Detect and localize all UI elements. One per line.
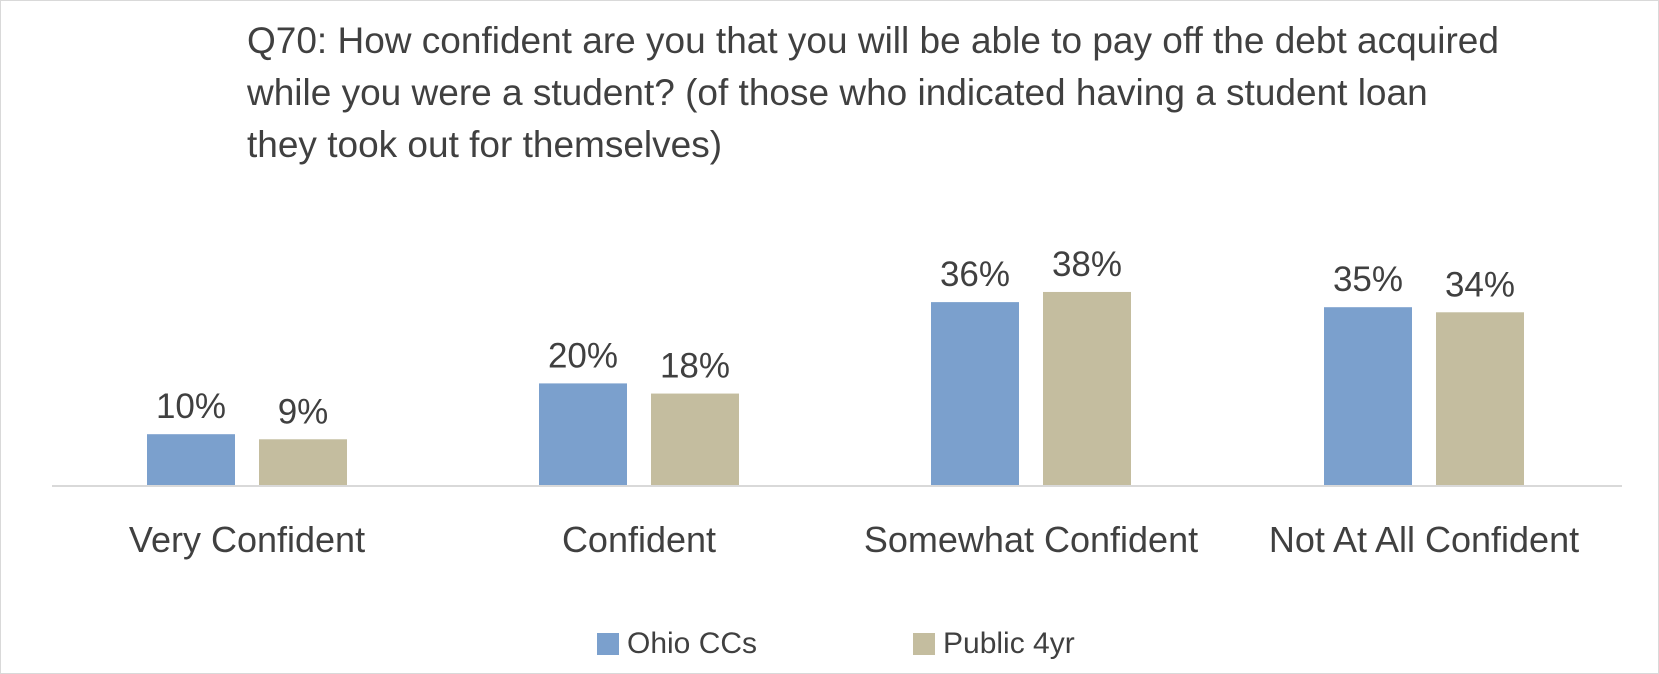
- bar-public-4yr-somewhat-confident: [1043, 291, 1131, 485]
- category-labels-layer: Very Confident Confident Somewhat Confiden…: [129, 519, 1579, 560]
- data-label-public-4yr-not-at-all-confident: 34%: [1445, 265, 1515, 304]
- category-label-somewhat-confident: Somewhat Confident: [864, 519, 1198, 560]
- legend-label-ohio-ccs: Ohio CCs: [627, 627, 758, 660]
- bar-ohio-ccs-very-confident: [147, 434, 235, 485]
- chart-title: Q70: How confident are you that you will…: [247, 20, 1499, 165]
- legend-swatch-ohio-ccs: [597, 633, 619, 655]
- legend-swatch-public-4yr: [913, 633, 935, 655]
- category-label-not-at-all-confident: Not At All Confident: [1269, 519, 1579, 560]
- data-label-ohio-ccs-somewhat-confident: 36%: [940, 255, 1010, 294]
- legend: Ohio CCs Public 4yr: [0, 622, 1659, 666]
- bar-ohio-ccs-confident: [539, 383, 627, 485]
- legend-item-ohio-ccs: Ohio CCs: [597, 622, 757, 666]
- bar-ohio-ccs-somewhat-confident: [931, 302, 1019, 485]
- value-labels-layer: 10% 9% 20% 18% 36% 38% 35% 34%: [156, 245, 1515, 431]
- data-label-ohio-ccs-very-confident: 10%: [156, 387, 226, 426]
- data-label-public-4yr-somewhat-confident: 38%: [1052, 245, 1122, 284]
- bars-layer: [147, 291, 1524, 485]
- data-label-ohio-ccs-confident: 20%: [548, 336, 618, 375]
- bar-public-4yr-confident: [651, 393, 739, 485]
- legend-item-public-4yr: Public 4yr: [913, 622, 1075, 666]
- data-label-ohio-ccs-not-at-all-confident: 35%: [1333, 260, 1403, 299]
- category-label-very-confident: Very Confident: [129, 519, 365, 560]
- bar-ohio-ccs-not-at-all-confident: [1324, 307, 1412, 485]
- data-label-public-4yr-very-confident: 9%: [278, 392, 329, 431]
- bar-public-4yr-very-confident: [259, 439, 347, 485]
- category-label-confident: Confident: [562, 519, 716, 560]
- bar-public-4yr-not-at-all-confident: [1436, 312, 1524, 485]
- data-label-public-4yr-confident: 18%: [660, 347, 730, 386]
- legend-label-public-4yr: Public 4yr: [943, 627, 1075, 660]
